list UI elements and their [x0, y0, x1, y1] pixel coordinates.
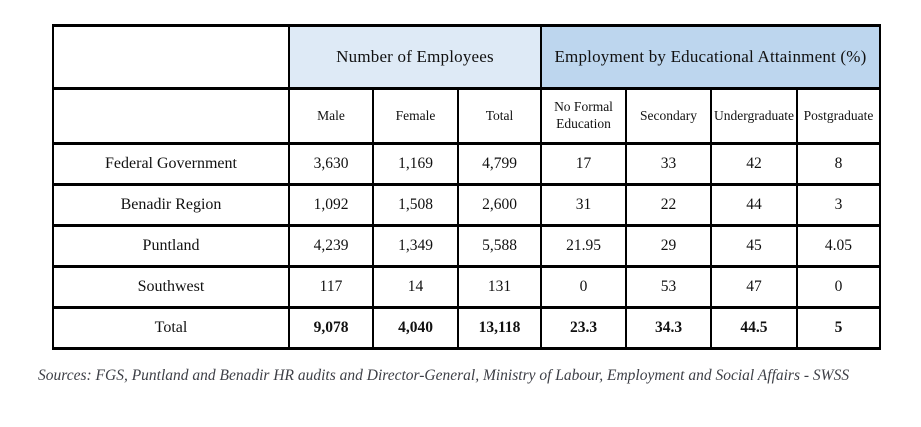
- cell-federal-male: 3,630: [288, 142, 374, 186]
- cell-southwest-secondary: 53: [625, 265, 712, 309]
- cell-southwest-total: 131: [457, 265, 542, 309]
- table-row-benadir-region: Benadir Region 1,092 1,508 2,600 31 22 4…: [52, 183, 881, 227]
- cell-puntland-male: 4,239: [288, 224, 374, 268]
- table-row-puntland: Puntland 4,239 1,349 5,588 21.95 29 45 4…: [52, 224, 881, 268]
- cell-total-secondary: 34.3: [625, 306, 712, 350]
- cell-benadir-undergraduate: 44: [710, 183, 798, 227]
- cell-puntland-no-formal-education: 21.95: [540, 224, 627, 268]
- cell-federal-no-formal-education: 17: [540, 142, 627, 186]
- empty-corner-cell: [52, 24, 290, 90]
- cell-puntland-undergraduate: 45: [710, 224, 798, 268]
- column-header-secondary: Secondary: [625, 87, 712, 145]
- source-note: Sources: FGS, Puntland and Benadir HR au…: [38, 367, 850, 384]
- row-label-benadir-region: Benadir Region: [52, 183, 290, 227]
- cell-benadir-secondary: 22: [625, 183, 712, 227]
- cell-benadir-female: 1,508: [372, 183, 459, 227]
- group-header-number-of-employees: Number of Employees: [288, 24, 542, 90]
- cell-total-female: 4,040: [372, 306, 459, 350]
- cell-southwest-undergraduate: 47: [710, 265, 798, 309]
- cell-benadir-male: 1,092: [288, 183, 374, 227]
- column-header-row: Male Female Total No Formal Education Se…: [52, 87, 881, 145]
- cell-total-postgraduate: 5: [795, 306, 881, 350]
- cell-southwest-no-formal-education: 0: [540, 265, 627, 309]
- row-label-puntland: Puntland: [52, 224, 290, 268]
- cell-total-no-formal-education: 23.3: [540, 306, 627, 350]
- cell-southwest-female: 14: [372, 265, 459, 309]
- column-header-undergraduate: Undergraduate: [710, 87, 798, 145]
- employees-by-education-table: Number of Employees Employment by Educat…: [52, 24, 881, 350]
- group-header-row: Number of Employees Employment by Educat…: [52, 24, 881, 90]
- cell-federal-total: 4,799: [457, 142, 542, 186]
- cell-federal-secondary: 33: [625, 142, 712, 186]
- cell-federal-female: 1,169: [372, 142, 459, 186]
- table-row-southwest: Southwest 117 14 131 0 53 47 0: [52, 265, 881, 309]
- column-header-total: Total: [457, 87, 542, 145]
- cell-benadir-no-formal-education: 31: [540, 183, 627, 227]
- cell-puntland-secondary: 29: [625, 224, 712, 268]
- cell-total-undergraduate: 44.5: [710, 306, 798, 350]
- column-header-postgraduate: Postgraduate: [795, 87, 881, 145]
- row-label-southwest: Southwest: [52, 265, 290, 309]
- column-header-female: Female: [372, 87, 459, 145]
- cell-puntland-postgraduate: 4.05: [795, 224, 881, 268]
- cell-total-male: 9,078: [288, 306, 374, 350]
- table-row-federal-government: Federal Government 3,630 1,169 4,799 17 …: [52, 142, 881, 186]
- column-header-no-formal-education: No Formal Education: [540, 87, 627, 145]
- cell-benadir-total: 2,600: [457, 183, 542, 227]
- empty-corner-cell: [52, 87, 290, 145]
- cell-southwest-postgraduate: 0: [795, 265, 881, 309]
- cell-federal-postgraduate: 8: [795, 142, 881, 186]
- row-label-total: Total: [52, 306, 290, 350]
- group-header-educational-attainment: Employment by Educational Attainment (%): [540, 24, 881, 90]
- cell-southwest-male: 117: [288, 265, 374, 309]
- cell-puntland-female: 1,349: [372, 224, 459, 268]
- column-header-male: Male: [288, 87, 374, 145]
- cell-puntland-total: 5,588: [457, 224, 542, 268]
- cell-federal-undergraduate: 42: [710, 142, 798, 186]
- row-label-federal-government: Federal Government: [52, 142, 290, 186]
- cell-total-total: 13,118: [457, 306, 542, 350]
- table-row-total: Total 9,078 4,040 13,118 23.3 34.3 44.5 …: [52, 306, 881, 350]
- cell-benadir-postgraduate: 3: [795, 183, 881, 227]
